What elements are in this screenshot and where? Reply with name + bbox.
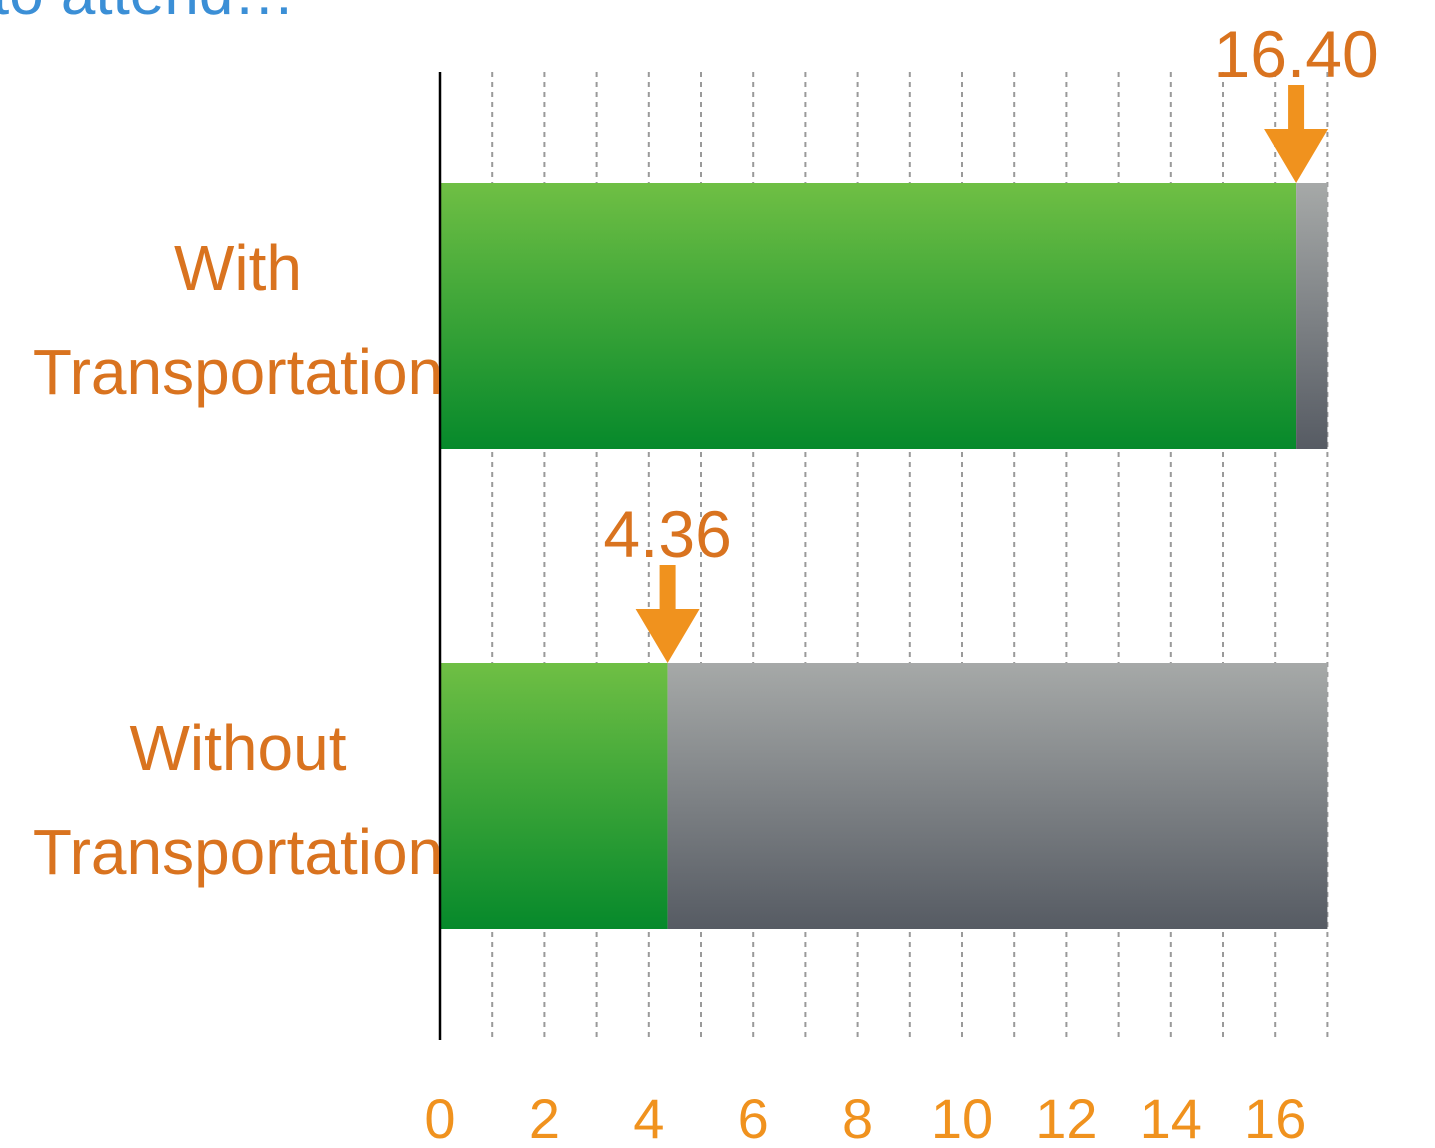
bar-remainder-1 — [667, 663, 1328, 929]
category-labels: With Transportation Without Transportation — [33, 232, 443, 888]
bar-value-1 — [440, 663, 668, 929]
x-tick-label-10: 10 — [931, 1087, 993, 1148]
x-tick-label-0: 0 — [424, 1087, 455, 1148]
bars — [440, 183, 1328, 929]
value-label-0: 16.40 — [1213, 17, 1378, 91]
x-tick-label-14: 14 — [1140, 1087, 1202, 1148]
bar-remainder-0 — [1296, 183, 1328, 449]
category-label-1-line-0: Without — [130, 712, 347, 784]
x-tick-labels: 0 2 4 6 8 10 12 14 16 — [424, 1087, 1306, 1148]
x-tick-label-4: 4 — [633, 1087, 664, 1148]
value-arrow-0 — [1264, 85, 1329, 183]
bar-value-0 — [440, 183, 1297, 449]
value-markers: 16.40 4.36 — [603, 17, 1379, 663]
category-label-0-line-0: With — [174, 232, 302, 304]
chart-title: to attend… — [0, 0, 295, 28]
category-label-1-line-1: Transportation — [33, 816, 443, 888]
value-label-1: 4.36 — [603, 497, 731, 571]
x-tick-label-12: 12 — [1035, 1087, 1097, 1148]
x-tick-label-6: 6 — [738, 1087, 769, 1148]
x-tick-label-16: 16 — [1244, 1087, 1306, 1148]
x-tick-label-2: 2 — [529, 1087, 560, 1148]
x-tick-label-8: 8 — [842, 1087, 873, 1148]
value-arrow-1 — [635, 565, 700, 663]
category-label-0-line-1: Transportation — [33, 336, 443, 408]
